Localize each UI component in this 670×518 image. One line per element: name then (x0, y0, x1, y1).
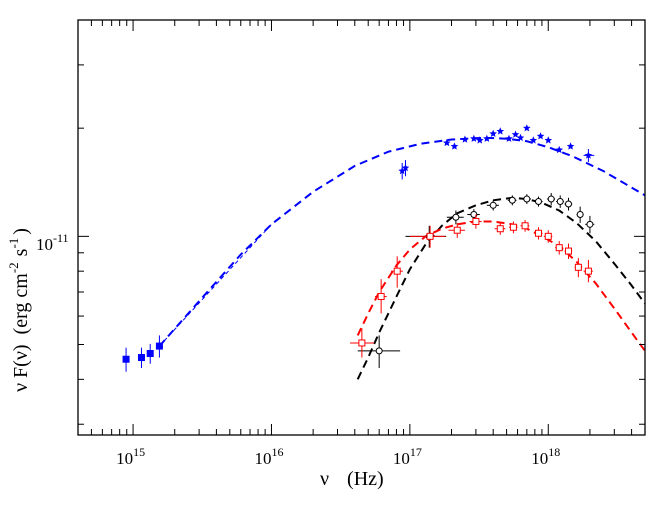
data-point (496, 127, 505, 135)
data-point (401, 163, 410, 172)
data-point (509, 223, 517, 231)
blue-stars-xray (398, 124, 595, 180)
data-point (556, 198, 564, 206)
data-point (472, 217, 480, 225)
data-point (137, 354, 145, 362)
data-point (523, 195, 531, 203)
data-point (470, 134, 478, 142)
data-point (529, 136, 538, 144)
data-point (566, 142, 575, 150)
data-point (452, 213, 460, 221)
x-axis-label: ν (Hz) (320, 468, 384, 490)
data-point (155, 342, 163, 350)
data-point (534, 198, 542, 206)
data-point (555, 244, 563, 252)
data-point (521, 222, 529, 230)
data-point (584, 267, 592, 275)
data-point (483, 134, 491, 142)
data-point (489, 201, 497, 209)
red-open-squares (350, 214, 593, 358)
plot-frame (77, 19, 646, 436)
data-point (523, 124, 531, 132)
axis-ticks (77, 19, 646, 435)
x-tick-label-1e17: 1017 (393, 445, 422, 468)
blue-model-fit (158, 136, 646, 347)
data-point (564, 247, 572, 255)
data-point (489, 129, 497, 137)
data-point (544, 136, 553, 144)
data-point (476, 136, 484, 144)
data-point (536, 132, 545, 140)
data-point (443, 138, 451, 147)
data-point (426, 232, 434, 240)
data-point (584, 151, 593, 159)
data-point (516, 133, 525, 142)
x-tick-label-1e15: 1015 (116, 445, 145, 468)
data-point (505, 134, 513, 142)
data-point (461, 135, 469, 143)
data-point (377, 293, 385, 301)
data-point (586, 220, 594, 228)
data-point (496, 225, 504, 233)
data-point (534, 229, 542, 237)
data-point (511, 130, 520, 138)
data-point (450, 142, 459, 150)
data-point (508, 196, 516, 204)
data-point (375, 347, 383, 355)
data-point (470, 211, 478, 219)
data-point (564, 200, 572, 208)
data-point (574, 263, 582, 271)
data-point (122, 355, 130, 363)
data-points (122, 124, 595, 372)
y-tick-label-1e-11: 10-11 (36, 231, 69, 254)
x-tick-label-1e16: 1016 (254, 445, 283, 468)
data-point (358, 339, 366, 347)
data-point (146, 350, 154, 358)
data-point (576, 211, 584, 219)
x-tick-label-1e18: 1018 (531, 445, 560, 468)
data-point (393, 267, 401, 275)
blue-squares-optical (122, 335, 163, 372)
data-point (398, 167, 406, 175)
data-point (547, 195, 555, 203)
data-point (544, 232, 552, 240)
red-model-fit (356, 220, 646, 352)
data-point (555, 145, 563, 154)
data-point (453, 226, 461, 234)
y-axis-label: νF(ν)(erg cm-2s-1) (6, 228, 32, 392)
